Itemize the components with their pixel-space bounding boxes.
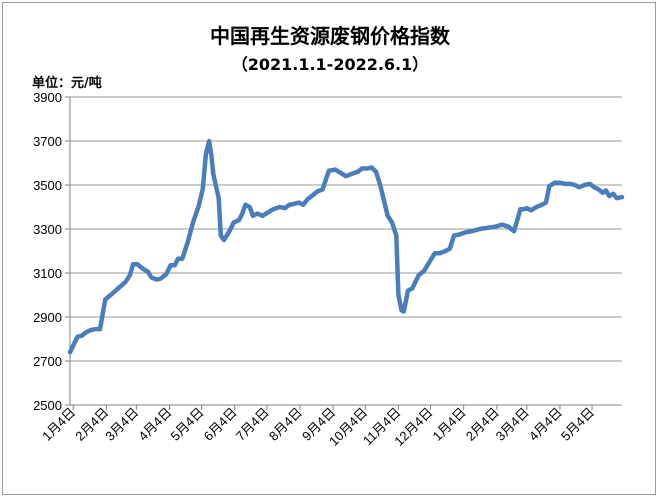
y-tick-label: 3900 (33, 90, 62, 105)
y-tick-label: 2500 (33, 398, 62, 413)
x-tick-label: 8月4日 (266, 405, 305, 444)
x-tick-label: 5月4日 (558, 405, 597, 444)
x-tick-label: 3月4日 (102, 405, 141, 444)
x-tick-label: 5月4日 (167, 405, 206, 444)
y-tick-labels: 2500 2700 2900 3100 3300 3500 3700 3900 (33, 90, 62, 413)
y-axis-unit-label: 单位：元/吨 (32, 76, 102, 91)
chart-title: 中国再生资源废钢价格指数 (210, 24, 450, 48)
y-tick-label: 3700 (33, 134, 62, 149)
chart-subtitle: （2021.1.1-2022.6.1） (231, 55, 429, 74)
x-tick-labels: 1月4日2月4日3月4日4月4日5月4日6月4日7月4日8月4日9月4日10月4… (39, 405, 597, 449)
x-tick-label: 4月4日 (526, 405, 565, 444)
y-tick-label: 3500 (33, 178, 62, 193)
x-tick-label: 4月4日 (135, 405, 174, 444)
axes (65, 96, 622, 410)
x-tick-label: 7月4日 (233, 405, 272, 444)
series-line (67, 138, 625, 355)
x-tick-label: 1月4日 (430, 405, 469, 444)
series (67, 138, 625, 355)
gridlines (70, 96, 622, 406)
y-tick-label: 2900 (33, 310, 62, 325)
y-tick-label: 3100 (33, 266, 62, 281)
x-tick-label: 3月4日 (493, 405, 532, 444)
y-tick-label: 3300 (33, 222, 62, 237)
x-tick-label: 6月4日 (201, 405, 240, 444)
y-tick-label: 2700 (33, 354, 62, 369)
chart-frame (2, 2, 656, 495)
